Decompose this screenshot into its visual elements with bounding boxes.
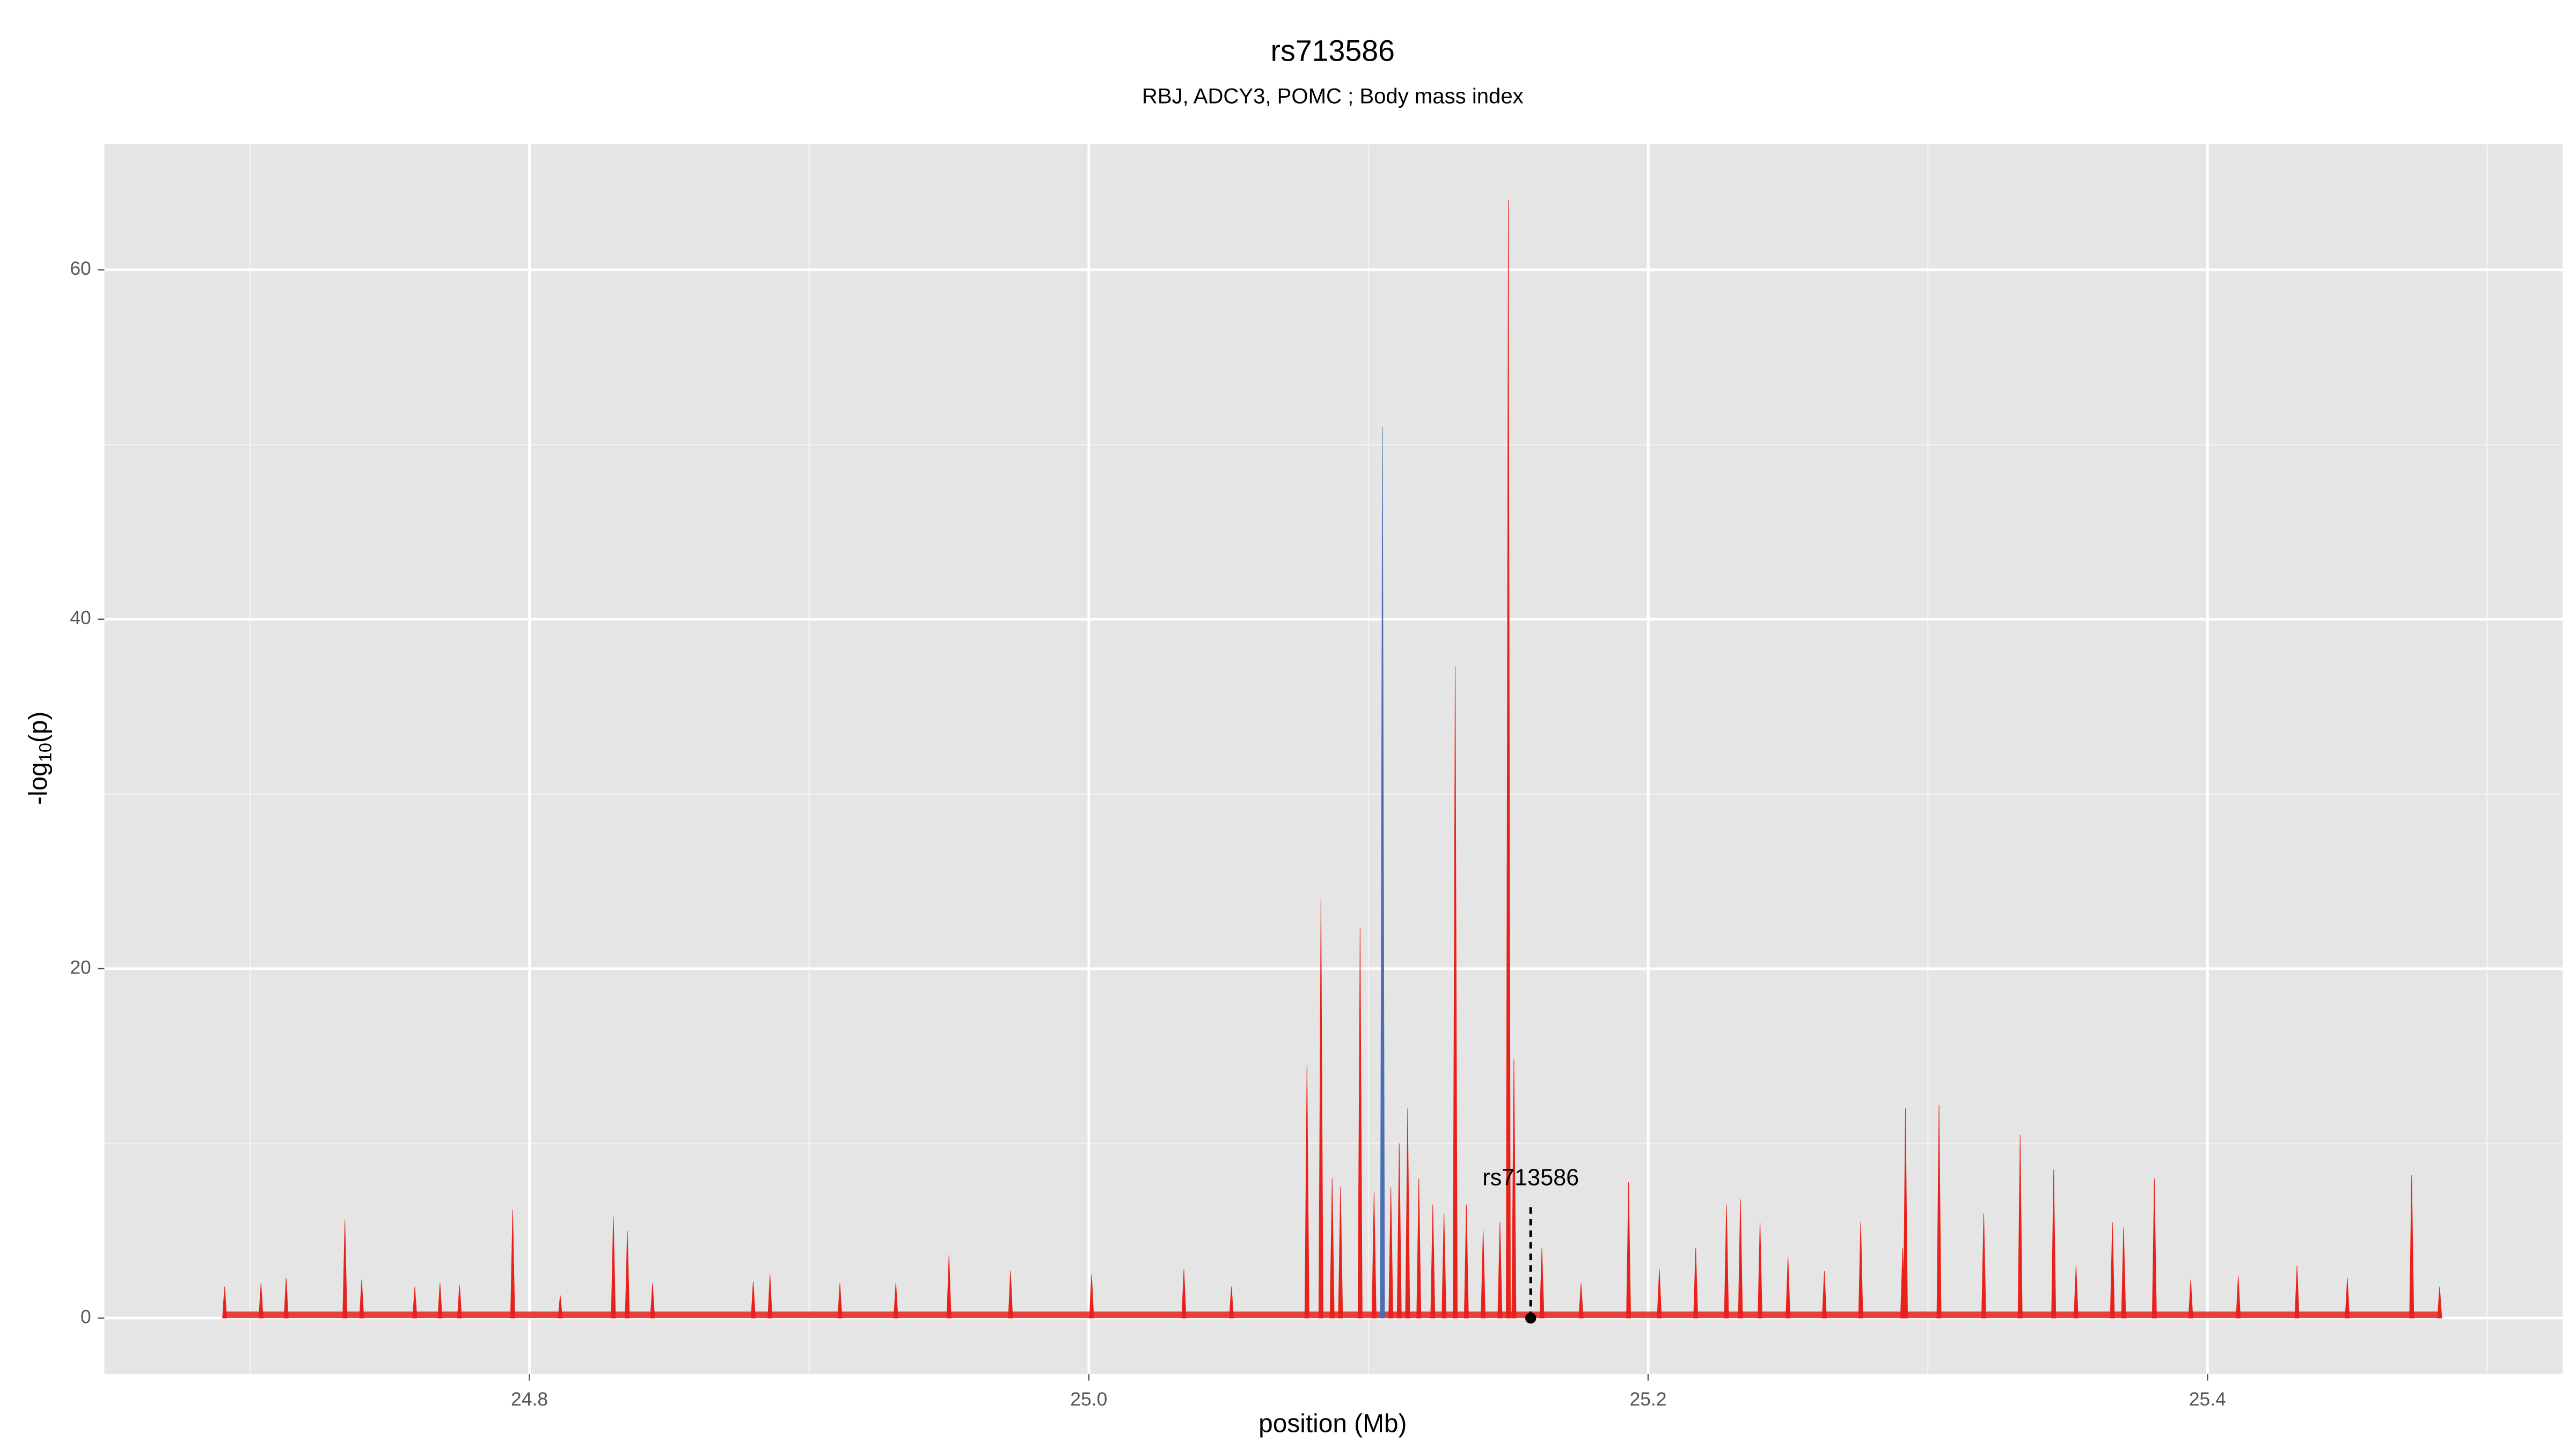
- chart-subtitle: RBJ, ADCY3, POMC ; Body mass index: [1142, 85, 1524, 108]
- spike: [1497, 1222, 1503, 1319]
- panel: [104, 144, 2563, 1374]
- spike: [1380, 427, 1385, 1319]
- spike: [1008, 1271, 1013, 1319]
- spike: [2409, 1175, 2414, 1319]
- spike: [893, 1283, 898, 1319]
- spike: [750, 1281, 756, 1319]
- spike: [767, 1274, 773, 1319]
- spike: [1357, 928, 1363, 1319]
- y-tick-label: 40: [70, 607, 91, 628]
- spike: [1626, 1182, 1631, 1319]
- y-axis-title-sub: 10: [35, 743, 55, 762]
- spike: [1785, 1257, 1791, 1319]
- spike: [437, 1283, 443, 1319]
- spike: [2294, 1265, 2300, 1319]
- spike: [1463, 1204, 1469, 1319]
- spike: [2151, 1178, 2157, 1319]
- spike: [1758, 1222, 1763, 1319]
- spike: [1229, 1286, 1234, 1319]
- x-axis-title: position (Mb): [1258, 1410, 1407, 1438]
- spike: [1181, 1269, 1187, 1319]
- spike: [558, 1295, 563, 1319]
- spike: [1506, 200, 1511, 1319]
- y-tick-label: 20: [70, 956, 91, 978]
- spike: [1430, 1204, 1436, 1319]
- spike: [1724, 1204, 1729, 1319]
- spike: [222, 1286, 228, 1319]
- spike: [1396, 1143, 1402, 1319]
- spike: [1738, 1199, 1743, 1319]
- spike: [1539, 1248, 1545, 1319]
- spike: [1304, 1065, 1309, 1319]
- spike: [359, 1279, 364, 1319]
- spike: [1481, 1231, 1486, 1319]
- y-axis-title-part: -log: [24, 762, 53, 805]
- spike: [1441, 1213, 1447, 1319]
- spike: [283, 1278, 289, 1319]
- spike: [2345, 1278, 2350, 1319]
- spike: [1693, 1248, 1699, 1319]
- spike: [412, 1286, 418, 1319]
- spike: [1338, 1187, 1343, 1319]
- y-tick-label: 60: [70, 258, 91, 279]
- x-tick-label: 25.2: [1630, 1388, 1667, 1410]
- spike: [1903, 1108, 1908, 1319]
- spike: [1416, 1178, 1422, 1319]
- spike: [2017, 1135, 2023, 1319]
- annotation-label: rs713586: [1482, 1165, 1579, 1190]
- spike: [625, 1231, 630, 1319]
- spike: [1329, 1178, 1335, 1319]
- y-tick-label: 0: [80, 1306, 91, 1327]
- x-tick-label: 25.4: [2189, 1388, 2226, 1410]
- spike: [2437, 1286, 2442, 1319]
- spike: [457, 1285, 462, 1319]
- spike: [1511, 1059, 1517, 1319]
- y-axis-title-part: (p): [24, 712, 53, 743]
- spike: [1318, 898, 1323, 1319]
- spike: [1578, 1283, 1584, 1319]
- y-axis-title: -log10(p): [24, 712, 55, 805]
- spike: [2073, 1265, 2079, 1319]
- spike: [342, 1220, 348, 1319]
- spike: [2051, 1169, 2057, 1319]
- chart-title: rs713586: [1271, 34, 1395, 67]
- spike: [1936, 1104, 1942, 1319]
- spike: [1388, 1187, 1394, 1319]
- spike: [1371, 1192, 1377, 1319]
- x-tick-label: 25.0: [1070, 1388, 1107, 1410]
- spike: [1089, 1274, 1094, 1319]
- spike: [650, 1283, 655, 1319]
- annotation-point: [1525, 1312, 1536, 1324]
- spike: [1657, 1269, 1662, 1319]
- spike: [2236, 1276, 2241, 1319]
- spike: [510, 1210, 515, 1319]
- spike: [1405, 1108, 1410, 1319]
- spike: [2188, 1279, 2193, 1319]
- spike: [611, 1217, 616, 1319]
- spike: [946, 1255, 952, 1319]
- spike: [1858, 1222, 1863, 1319]
- x-tick-label: 24.8: [511, 1388, 548, 1410]
- spike: [2121, 1227, 2126, 1319]
- spike: [1821, 1271, 1827, 1319]
- spike: [2110, 1222, 2115, 1319]
- spike: [258, 1283, 264, 1319]
- spike: [837, 1283, 843, 1319]
- spike: [1981, 1213, 1986, 1319]
- spike: [1453, 666, 1458, 1319]
